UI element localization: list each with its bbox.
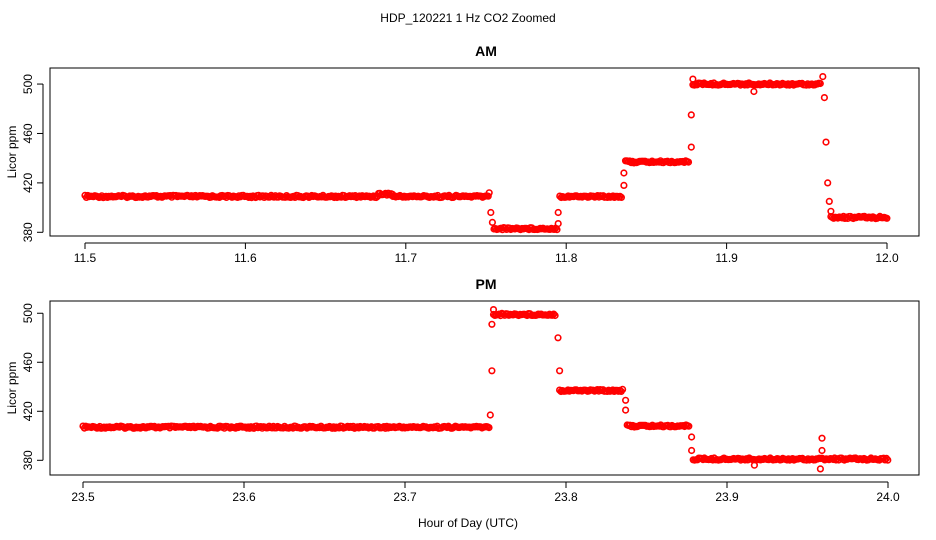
pm-data-point bbox=[685, 422, 693, 430]
am-x-tick-label: 11.5 bbox=[74, 251, 97, 265]
pm-y-tick-label: 380 bbox=[21, 450, 35, 470]
pm-x-tick-label: 24.0 bbox=[876, 490, 900, 504]
pm-data-point bbox=[621, 406, 630, 414]
am-x-axis: 11.5 11.6 11.7 11.8 11.9 12.0 bbox=[74, 242, 899, 265]
pm-data-point bbox=[618, 385, 627, 394]
figure-title: HDP_120221 1 Hz CO2 Zoomed bbox=[380, 11, 555, 25]
am-y-tick-label: 460 bbox=[21, 123, 35, 143]
am-x-tick-label: 12.0 bbox=[875, 251, 899, 265]
am-data-point bbox=[824, 179, 832, 187]
pm-data-point bbox=[554, 334, 562, 342]
pm-data-point bbox=[818, 446, 826, 455]
am-data-point bbox=[554, 220, 562, 228]
am-x-tick-label: 11.7 bbox=[395, 251, 418, 265]
am-data-point bbox=[617, 193, 626, 201]
am-data-point bbox=[684, 158, 693, 166]
pm-data-point bbox=[488, 367, 496, 375]
pm-data-point bbox=[750, 461, 759, 469]
pm-panel: PM Licor ppm 23.5 23.6 23.7 23.8 23.9 24.0 38… bbox=[5, 276, 920, 504]
pm-y-tick-label: 420 bbox=[21, 401, 35, 421]
pm-y-axis-label: Licor ppm bbox=[5, 362, 19, 415]
am-data-point bbox=[689, 75, 697, 83]
pm-data-point bbox=[687, 446, 696, 455]
pm-data-point bbox=[816, 465, 825, 473]
pm-x-tick-label: 23.5 bbox=[71, 490, 95, 504]
am-x-tick-label: 11.8 bbox=[555, 251, 578, 265]
am-data-point bbox=[827, 207, 835, 215]
am-data-point bbox=[820, 93, 829, 102]
am-data-point bbox=[554, 208, 562, 217]
pm-data-series bbox=[79, 306, 892, 473]
pm-data-point bbox=[687, 433, 696, 441]
x-axis-label: Hour of Day (UTC) bbox=[418, 516, 518, 530]
pm-x-tick-label: 23.6 bbox=[232, 490, 256, 504]
am-data-point bbox=[750, 87, 758, 96]
pm-data-point bbox=[818, 434, 826, 442]
pm-data-point bbox=[485, 424, 493, 432]
pm-data-point bbox=[551, 311, 559, 320]
pm-y-axis: 380 420 460 500 bbox=[21, 303, 44, 470]
pm-data-point bbox=[486, 411, 494, 419]
am-data-point bbox=[883, 214, 891, 222]
pm-plot-title: PM bbox=[476, 276, 497, 292]
am-data-point bbox=[620, 169, 628, 177]
pm-data-point bbox=[884, 456, 892, 464]
am-data-point bbox=[825, 197, 833, 205]
pm-data-point bbox=[550, 310, 558, 318]
pm-data-point bbox=[488, 320, 496, 328]
pm-x-axis: 23.5 23.6 23.7 23.8 23.9 24.0 bbox=[71, 481, 900, 504]
am-data-point bbox=[816, 79, 824, 88]
am-data-point bbox=[687, 143, 695, 151]
am-x-tick-label: 11.6 bbox=[234, 251, 257, 265]
am-data-point bbox=[822, 138, 830, 146]
am-plot-frame bbox=[49, 67, 920, 237]
pm-plot-frame bbox=[49, 300, 920, 476]
pm-y-tick-label: 500 bbox=[21, 303, 35, 323]
pm-data-point bbox=[881, 456, 889, 464]
am-x-tick-label: 11.9 bbox=[715, 251, 738, 265]
pm-data-point bbox=[621, 396, 630, 404]
am-y-tick-label: 380 bbox=[21, 222, 35, 242]
pm-x-tick-label: 23.8 bbox=[554, 490, 578, 504]
pm-data-point bbox=[555, 367, 564, 375]
pm-x-tick-label: 23.7 bbox=[393, 490, 417, 504]
am-data-point bbox=[488, 218, 497, 226]
pm-data-point bbox=[489, 306, 498, 314]
am-panel: AM Licor ppm 11.5 11.6 11.7 11.8 11.9 12.0 38… bbox=[5, 43, 920, 265]
am-data-point bbox=[819, 72, 827, 81]
am-data-point bbox=[484, 192, 492, 200]
am-data-point bbox=[620, 181, 628, 189]
am-data-point bbox=[487, 208, 495, 217]
am-plot-title: AM bbox=[475, 43, 497, 59]
am-data-point bbox=[687, 111, 695, 119]
am-y-axis-label: Licor ppm bbox=[5, 126, 19, 179]
am-y-axis: 380 420 460 500 bbox=[21, 74, 44, 242]
am-data-series bbox=[81, 72, 891, 234]
am-data-point bbox=[485, 189, 493, 197]
pm-x-tick-label: 23.9 bbox=[715, 490, 739, 504]
am-y-tick-label: 500 bbox=[21, 74, 35, 94]
am-y-tick-label: 420 bbox=[21, 173, 35, 193]
pm-y-tick-label: 460 bbox=[21, 352, 35, 372]
